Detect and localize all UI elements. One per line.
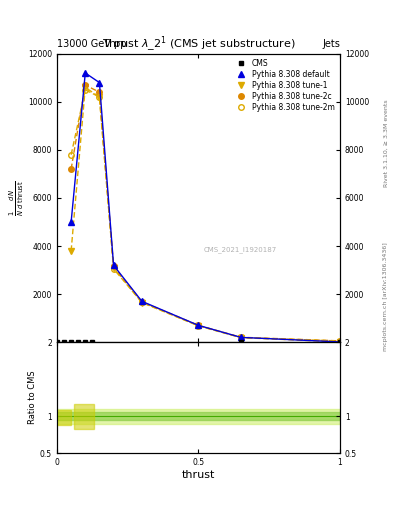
Line: Pythia 8.308 tune-2m: Pythia 8.308 tune-2m	[68, 87, 343, 344]
Line: Pythia 8.308 default: Pythia 8.308 default	[68, 70, 343, 345]
Pythia 8.308 default	[97, 79, 102, 86]
CMS	[90, 339, 95, 345]
Pythia 8.308 tune-2m	[97, 94, 102, 100]
X-axis label: thrust: thrust	[182, 470, 215, 480]
Pythia 8.308 tune-2m	[83, 87, 88, 93]
CMS	[55, 339, 59, 345]
Bar	[57, 413, 340, 420]
Line: CMS: CMS	[55, 340, 342, 345]
Text: CMS_2021_I1920187: CMS_2021_I1920187	[204, 246, 277, 253]
CMS	[239, 339, 243, 345]
Pythia 8.308 default	[338, 339, 342, 345]
Line: Pythia 8.308 tune-2c: Pythia 8.308 tune-2c	[68, 82, 343, 344]
Pythia 8.308 default	[196, 322, 201, 328]
Pythia 8.308 tune-1	[140, 300, 144, 306]
Pythia 8.308 tune-2m	[338, 338, 342, 344]
Pythia 8.308 tune-2m	[239, 334, 243, 340]
Pythia 8.308 tune-2c	[111, 263, 116, 269]
Text: 13000 GeV pp: 13000 GeV pp	[57, 38, 127, 49]
Pythia 8.308 default	[83, 70, 88, 76]
Legend: CMS, Pythia 8.308 default, Pythia 8.308 tune-1, Pythia 8.308 tune-2c, Pythia 8.3: CMS, Pythia 8.308 default, Pythia 8.308 …	[232, 57, 336, 113]
Bar	[74, 404, 94, 430]
Pythia 8.308 tune-1	[111, 265, 116, 271]
Text: mcplots.cern.ch [arXiv:1306.3436]: mcplots.cern.ch [arXiv:1306.3436]	[384, 243, 388, 351]
Pythia 8.308 tune-1	[196, 323, 201, 329]
Pythia 8.308 tune-2c	[69, 166, 73, 172]
CMS	[69, 339, 73, 345]
Pythia 8.308 tune-2m	[196, 323, 201, 329]
CMS	[62, 339, 66, 345]
Pythia 8.308 tune-2c	[97, 89, 102, 95]
CMS	[83, 339, 88, 345]
Pythia 8.308 default	[239, 334, 243, 340]
Pythia 8.308 tune-1	[97, 94, 102, 100]
Pythia 8.308 tune-2m	[111, 266, 116, 272]
CMS	[76, 339, 81, 345]
Pythia 8.308 tune-2c	[239, 334, 243, 340]
Line: Pythia 8.308 tune-1: Pythia 8.308 tune-1	[68, 84, 343, 345]
Pythia 8.308 tune-2m	[140, 299, 144, 305]
Pythia 8.308 default	[140, 298, 144, 305]
Pythia 8.308 tune-2c	[196, 322, 201, 328]
Pythia 8.308 tune-1	[239, 334, 243, 340]
Pythia 8.308 tune-1	[69, 248, 73, 254]
Pythia 8.308 default	[69, 219, 73, 225]
Text: Rivet 3.1.10, ≥ 3.3M events: Rivet 3.1.10, ≥ 3.3M events	[384, 99, 388, 187]
Pythia 8.308 default	[111, 262, 116, 268]
Pythia 8.308 tune-2c	[140, 298, 144, 305]
Pythia 8.308 tune-2c	[83, 82, 88, 88]
Text: Jets: Jets	[322, 38, 340, 49]
Bar	[57, 410, 71, 425]
Bar	[57, 409, 340, 423]
CMS	[338, 339, 342, 345]
Title: Thrust $\lambda\_2^1$ (CMS jet substructure): Thrust $\lambda\_2^1$ (CMS jet substruct…	[102, 34, 295, 54]
Y-axis label: $\frac{1}{N}\,\frac{dN}{d\,\mathrm{thrust}}$: $\frac{1}{N}\,\frac{dN}{d\,\mathrm{thrus…	[8, 180, 26, 216]
Pythia 8.308 tune-1	[83, 84, 88, 91]
Pythia 8.308 tune-1	[338, 339, 342, 345]
Y-axis label: Ratio to CMS: Ratio to CMS	[28, 371, 37, 424]
Pythia 8.308 tune-2m	[69, 152, 73, 158]
Pythia 8.308 tune-2c	[338, 338, 342, 344]
